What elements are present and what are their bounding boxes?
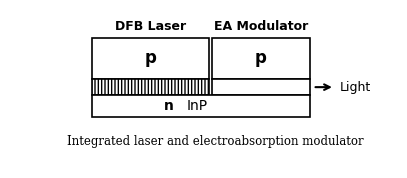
Text: EA Modulator: EA Modulator [214,20,308,33]
Bar [212,79,310,95]
Bar [212,38,310,79]
Bar [92,38,208,79]
Text: Integrated laser and electroabsorption modulator: Integrated laser and electroabsorption m… [67,135,363,148]
Bar [92,95,310,117]
Text: p: p [255,49,267,67]
Text: Light: Light [339,81,371,94]
Bar [92,79,208,95]
Text: n: n [164,99,174,113]
Text: InP: InP [186,99,208,113]
Text: p: p [144,49,156,67]
Text: DFB Laser: DFB Laser [115,20,186,33]
